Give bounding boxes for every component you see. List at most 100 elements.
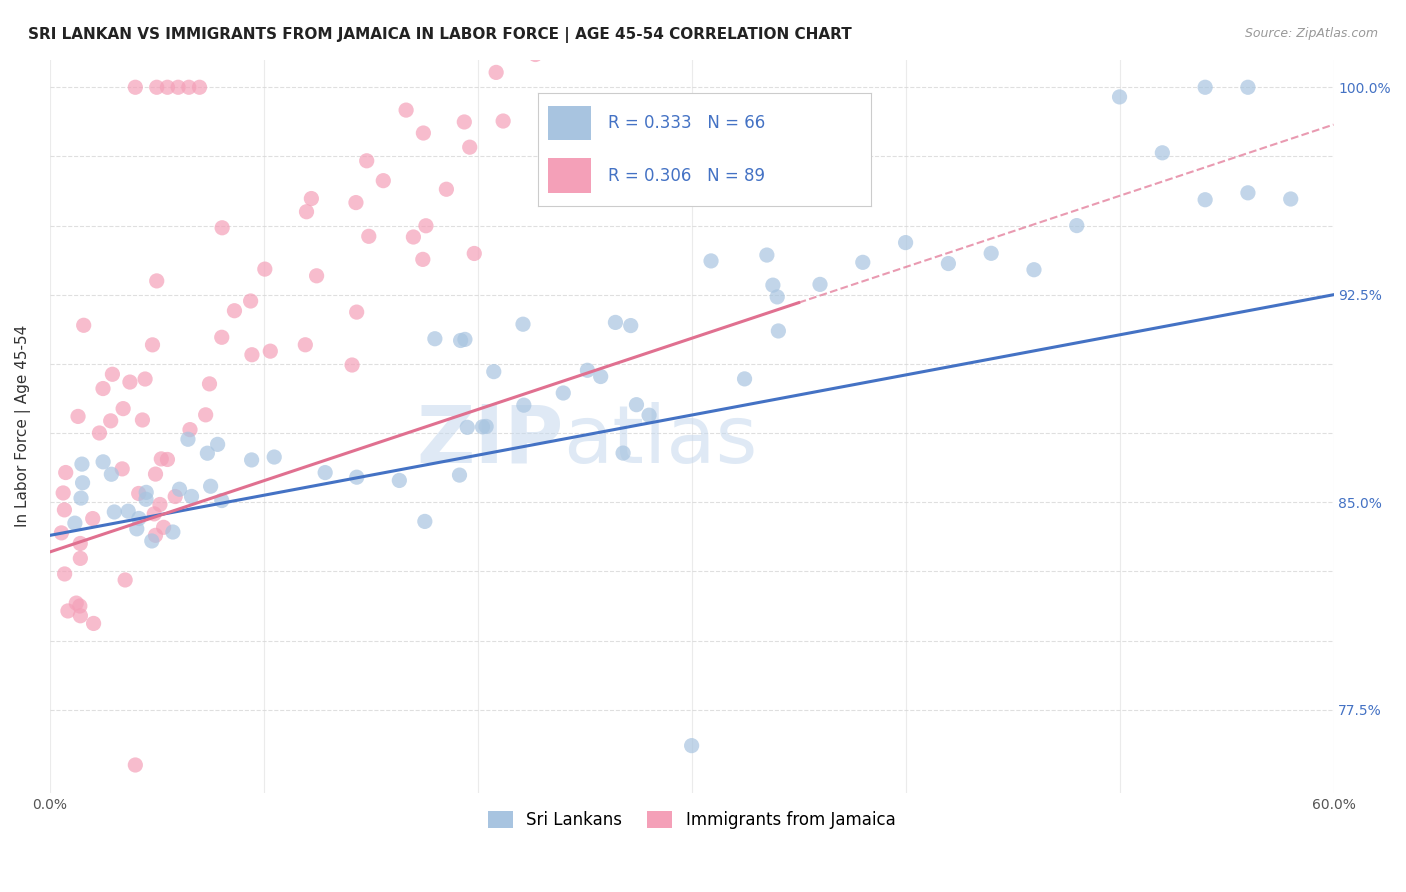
Point [240,453,263,467]
Point [524,47,547,62]
Point [135,485,157,500]
Point [240,348,263,362]
Point [340,358,363,372]
Point [165,490,187,504]
Point [156,452,179,467]
Y-axis label: In Labor Force | Age 45-54: In Labor Force | Age 45-54 [15,325,31,527]
Point [808,277,831,292]
Point [149,498,172,512]
Point [253,262,276,277]
Point [450,334,472,348]
Point [51,525,73,540]
Point [534,160,557,174]
Point [211,220,233,235]
Point [103,505,125,519]
Point [434,182,457,196]
Point [263,450,285,464]
Point [1279,192,1302,206]
Point [453,115,475,129]
Point [755,248,778,262]
Point [152,520,174,534]
Point [69,536,91,550]
Point [200,479,222,493]
Point [101,368,124,382]
Point [346,305,368,319]
Point [295,204,318,219]
Point [53,566,76,581]
Point [207,437,229,451]
Point [239,293,262,308]
Point [852,255,875,269]
Point [177,80,200,95]
Point [211,330,233,344]
Point [211,493,233,508]
Point [73,318,96,333]
Point [373,174,395,188]
Point [681,739,703,753]
Point [145,528,167,542]
Point [112,401,135,416]
Point [626,398,648,412]
Point [150,451,173,466]
Point [145,799,167,814]
Point [169,482,191,496]
Text: Source: ZipAtlas.com: Source: ZipAtlas.com [1244,27,1378,40]
Point [412,252,434,267]
Point [188,80,211,95]
Point [638,408,661,422]
Point [605,315,627,329]
Point [458,140,481,154]
Point [156,80,179,95]
Point [83,616,105,631]
Point [463,246,485,260]
Point [454,332,477,346]
Point [162,524,184,539]
Point [55,466,77,480]
Point [198,376,221,391]
Point [125,522,148,536]
Point [395,103,418,117]
Point [89,425,111,440]
Point [69,551,91,566]
Point [118,375,141,389]
Point [177,432,200,446]
Point [100,414,122,428]
Point [167,80,190,95]
Point [124,758,146,772]
Point [346,470,368,484]
Point [224,303,246,318]
Point [766,290,789,304]
Point [100,467,122,482]
Text: atlas: atlas [564,401,758,480]
Point [1108,90,1130,104]
Point [111,462,134,476]
Point [475,419,498,434]
Point [1066,219,1088,233]
Point [576,363,599,377]
Point [423,332,446,346]
Point [70,491,93,505]
Point [938,256,960,270]
Point [67,409,90,424]
Point [53,503,76,517]
Point [69,608,91,623]
Point [1022,262,1045,277]
Point [195,446,218,460]
Point [56,604,79,618]
Point [156,855,179,869]
Point [65,596,87,610]
Point [63,516,86,531]
Point [72,475,94,490]
Point [512,317,534,331]
Point [894,235,917,250]
Point [52,486,75,500]
Point [415,219,437,233]
Point [114,573,136,587]
Point [1237,186,1260,200]
Point [553,386,575,401]
Point [492,114,515,128]
Point [513,398,536,412]
Point [768,324,790,338]
Point [537,136,560,151]
Point [482,365,505,379]
